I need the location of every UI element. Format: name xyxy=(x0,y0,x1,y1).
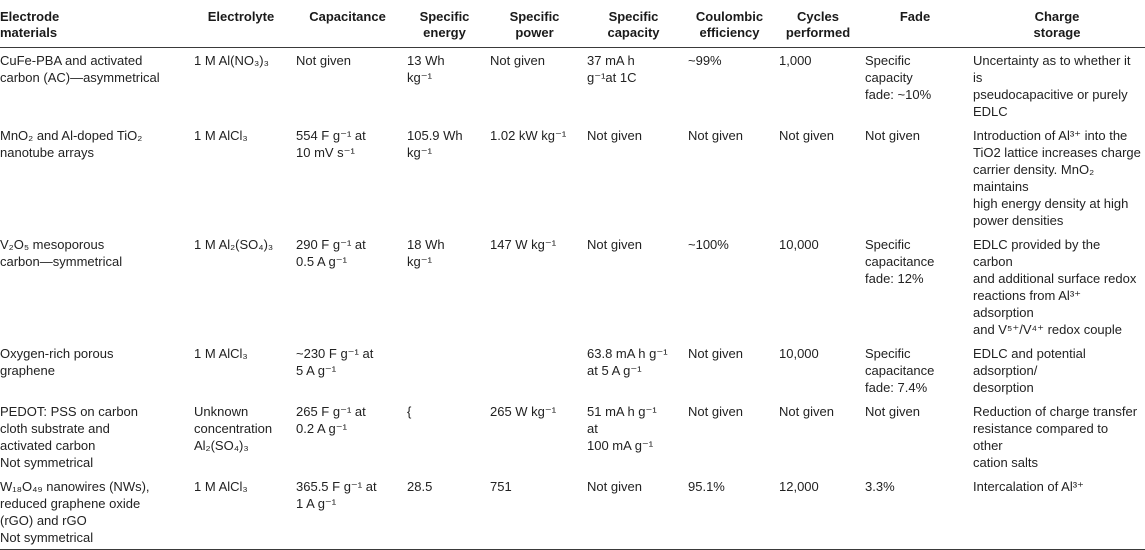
cell-capacitance: 265 F g⁻¹ at 0.2 A g⁻¹ xyxy=(296,404,366,436)
header-specific-power: Specific power xyxy=(486,0,583,48)
header-row: Electrode materials Electrolyte Capacita… xyxy=(0,0,1145,48)
cell-charge-storage: Uncertainty as to whether it is pseudoca… xyxy=(973,53,1131,119)
cell-fade: Specific capacity fade: ~10% xyxy=(865,53,932,102)
cell-electrode-materials: CuFe-PBA and activated carbon (AC)—asymm… xyxy=(0,53,160,85)
cell-specific-energy: 18 Wh kg⁻¹ xyxy=(407,237,445,269)
cell-specific-power xyxy=(486,341,583,399)
cell-specific-power: Not given xyxy=(490,53,545,68)
cell-electrolyte: 1 M AlCl₃ xyxy=(194,346,248,361)
cell-specific-power: 751 xyxy=(486,474,583,550)
cell-cycles-performed: 1,000 xyxy=(779,53,812,68)
header-cycles-performed: Cycles performed xyxy=(775,0,861,48)
cell-fade: Specific capacitance fade: 7.4% xyxy=(865,346,935,395)
cell-specific-capacity: 63.8 mA h g⁻¹ at 5 A g⁻¹ xyxy=(587,346,668,378)
cell-electrolyte: 1 M Al(NO₃)₃ xyxy=(194,53,269,68)
cell-cycles-performed: Not given xyxy=(779,128,834,143)
header-charge-storage: Charge storage xyxy=(969,0,1145,48)
table-row: Oxygen-rich porous graphene 1 M AlCl₃ ~230… xyxy=(0,341,1145,399)
cell-electrolyte: 1 M AlCl₃ xyxy=(194,128,248,143)
cell-specific-energy: 28.5 xyxy=(403,474,486,550)
cell-cycles-performed: Not given xyxy=(779,404,834,419)
cell-capacitance: 290 F g⁻¹ at 0.5 A g⁻¹ xyxy=(296,237,366,269)
cell-specific-capacity: 37 mA h g⁻¹at 1C xyxy=(587,53,637,85)
cell-capacitance: Not given xyxy=(296,53,351,68)
table-row: PEDOT: PSS on carbon cloth substrate and… xyxy=(0,399,1145,474)
cell-fade: Not given xyxy=(865,404,920,419)
cell-specific-capacity: Not given xyxy=(587,128,642,143)
cell-electrode-materials: PEDOT: PSS on carbon cloth substrate and… xyxy=(0,404,139,470)
cell-specific-capacity: Not given xyxy=(587,237,642,252)
header-specific-energy: Specific energy xyxy=(403,0,486,48)
cell-electrode-materials: Oxygen-rich porous graphene xyxy=(0,346,114,378)
cell-fade: Specific capacitance fade: 12% xyxy=(865,237,935,286)
cell-specific-power: 147 W kg⁻¹ xyxy=(490,237,557,252)
cell-capacitance: 365.5 F g⁻¹ at 1 A g⁻¹ xyxy=(292,474,403,550)
cell-charge-storage: Intercalation of Al³⁺ xyxy=(969,474,1145,550)
cell-electrolyte: Unknown concentration Al₂(SO₄)₃ xyxy=(194,404,273,453)
cell-charge-storage: EDLC and potential adsorption/ desorptio… xyxy=(973,346,1086,395)
cell-coulombic-efficiency: ~100% xyxy=(688,237,729,252)
cell-capacitance: ~230 F g⁻¹ at 5 A g⁻¹ xyxy=(296,346,374,378)
cell-charge-storage: EDLC provided by the carbon and addition… xyxy=(973,237,1137,337)
header-fade: Fade xyxy=(861,0,969,48)
header-specific-capacity: Specific capacity xyxy=(583,0,684,48)
table-row: CuFe-PBA and activated carbon (AC)—asymm… xyxy=(0,48,1145,124)
cell-specific-energy: 105.9 Wh kg⁻¹ xyxy=(407,128,463,160)
cell-electrode-materials: V₂O₅ mesoporous carbon—symmetrical xyxy=(0,237,123,269)
table-row: W₁₈O₄₉ nanowires (NWs), reduced graphene… xyxy=(0,474,1145,550)
cell-coulombic-efficiency: Not given xyxy=(688,346,743,361)
cell-specific-energy: { xyxy=(407,404,412,419)
cell-coulombic-efficiency: ~99% xyxy=(688,53,722,68)
cell-coulombic-efficiency: Not given xyxy=(688,128,743,143)
cell-specific-energy: 13 Wh kg⁻¹ xyxy=(407,53,445,85)
cell-coulombic-efficiency: Not given xyxy=(688,404,743,419)
header-electrode-materials: Electrode materials xyxy=(0,0,190,48)
cell-electrode-materials: W₁₈O₄₉ nanowires (NWs), reduced graphene… xyxy=(0,474,190,550)
cell-electrolyte: 1 M AlCl₃ xyxy=(190,474,292,550)
cell-charge-storage: Introduction of Al³⁺ into the TiO2 latti… xyxy=(973,128,1141,228)
cell-cycles-performed: 10,000 xyxy=(779,346,819,361)
cell-specific-power: 265 W kg⁻¹ xyxy=(490,404,557,419)
cell-cycles-performed: 10,000 xyxy=(779,237,819,252)
cell-specific-energy xyxy=(403,341,486,399)
header-capacitance: Capacitance xyxy=(292,0,403,48)
cell-fade: 3.3% xyxy=(861,474,969,550)
cell-fade: Not given xyxy=(865,128,920,143)
cell-capacitance: 554 F g⁻¹ at 10 mV s⁻¹ xyxy=(296,128,366,160)
table-row: V₂O₅ mesoporous carbon—symmetrical 1 M Al… xyxy=(0,232,1145,341)
cell-cycles-performed: 12,000 xyxy=(775,474,861,550)
header-coulombic-efficiency: Coulombic efficiency xyxy=(684,0,775,48)
cell-specific-power: 1.02 kW kg⁻¹ xyxy=(490,128,567,143)
table-row: MnO₂ and Al-doped TiO₂ nanotube arrays 1 … xyxy=(0,123,1145,232)
cell-coulombic-efficiency: 95.1% xyxy=(684,474,775,550)
cell-charge-storage: Reduction of charge transfer resistance … xyxy=(973,404,1138,470)
cell-specific-capacity: 51 mA h g⁻¹ at 100 mA g⁻¹ xyxy=(587,404,657,453)
header-electrolyte: Electrolyte xyxy=(190,0,292,48)
cell-specific-capacity: Not given xyxy=(583,474,684,550)
cell-electrolyte: 1 M Al₂(SO₄)₃ xyxy=(194,237,274,252)
cell-electrode-materials: MnO₂ and Al-doped TiO₂ nanotube arrays xyxy=(0,128,143,160)
